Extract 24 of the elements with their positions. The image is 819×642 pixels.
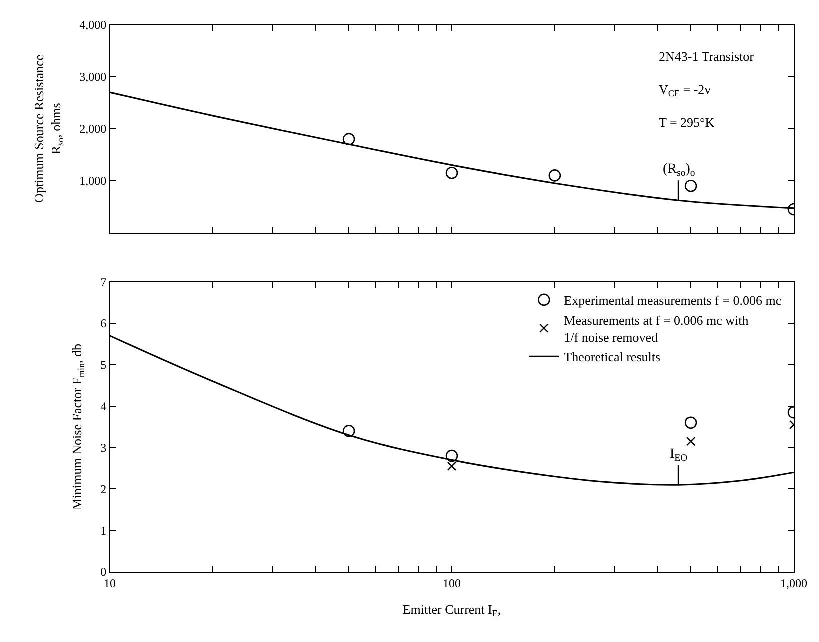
y-tick-label: 2 bbox=[100, 482, 107, 496]
annotation: I$_{EO}$ bbox=[670, 447, 688, 464]
y-tick-label: 6 bbox=[100, 316, 107, 331]
legend-label: Measurements at f = 0.006 mc with 1/f noise removed bbox=[564, 312, 750, 345]
y-tick-label: 1 bbox=[100, 524, 107, 538]
y-tick-label: 3 bbox=[100, 440, 107, 455]
y-tick-label: 4 bbox=[100, 400, 107, 414]
legend-label: Theoretical results bbox=[564, 350, 661, 365]
legend-label: Experimental measurements f = 0.006 mc bbox=[564, 293, 782, 308]
x-tick-label: 10 bbox=[104, 576, 116, 590]
annotation: (R$_{so}$)$_{o}$ bbox=[663, 162, 696, 179]
y-tick-label: 5 bbox=[100, 358, 107, 372]
annotation: 2N43-1 Transistor bbox=[659, 49, 755, 64]
x-tick-label: 100 bbox=[443, 576, 461, 590]
annotation: V$_{CE}$ = -2v bbox=[659, 82, 712, 99]
y-tick-label: 1,000 bbox=[80, 174, 107, 188]
x-axis-title: Emitter Current I$_{E}$, bbox=[402, 602, 502, 619]
y-tick-label: 7 bbox=[100, 275, 107, 290]
y-tick-label: 3,000 bbox=[80, 70, 107, 84]
x-tick-label: 1,000 bbox=[780, 576, 808, 590]
annotation: T = 295°K bbox=[659, 115, 716, 130]
y-tick-label: 2,000 bbox=[80, 122, 107, 136]
y-tick-label: 0 bbox=[100, 565, 107, 580]
y-tick-label: 4,000 bbox=[80, 18, 107, 32]
